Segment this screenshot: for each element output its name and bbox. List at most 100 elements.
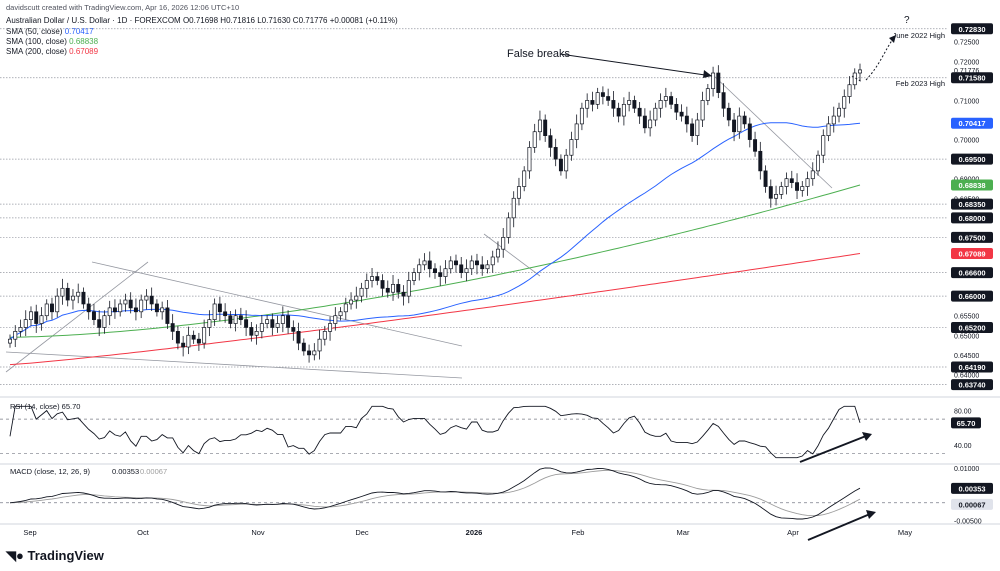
candle-body [779,186,784,195]
candle-body [412,272,416,281]
candle-body [422,260,427,266]
candle-body [653,107,658,121]
candle-body [202,327,207,344]
candle-body [574,123,579,140]
candle-body [149,295,154,305]
sma200-label: SMA (200, close) [6,47,67,56]
x-tick-label: Sep [23,528,36,537]
candle-body [228,315,233,324]
arrow-head [889,35,896,43]
macd-line [9,467,861,520]
candle-body [548,135,553,148]
candle-body [196,338,201,344]
price-badge [951,267,993,279]
candle-body [375,276,380,281]
sma100-legend[interactable]: SMA (100, close) 0.68838 [6,37,98,46]
candle-body [191,334,196,340]
candle-body [60,287,65,297]
candle-body [611,100,616,109]
annotation-june-2022-high: June 2022 High [892,31,945,40]
candle-body [154,303,159,313]
candle-body [118,303,123,313]
sma200-line [9,253,861,366]
candle-body [527,147,532,172]
candle-body [18,327,23,332]
candle-body [585,100,590,109]
candle-body [490,256,495,266]
x-tick-label: Dec [355,528,369,537]
candle-body [669,96,674,105]
candle-body [742,115,747,125]
candle-body [763,170,768,187]
y-tick-label: 0.72000 [954,59,979,66]
price-badge [951,361,993,373]
candle-body [564,154,569,172]
macd-badge-label: 0.00353 [958,484,985,493]
tv-logo-icon: ◥● [6,548,24,563]
candle-body [406,280,411,297]
price-badge [951,212,993,224]
price-badge-label: 0.69500 [958,155,985,164]
candle-body [579,107,584,125]
tradingview-logo[interactable]: ◥● TradingView [6,548,104,564]
sma100-label: SMA (100, close) [6,37,67,46]
candle-body [469,260,474,270]
candle-body [522,170,527,187]
price-badge [951,290,993,302]
candle-body [716,72,721,93]
y-tick-label: 0.64500 [954,353,979,360]
candle-body [595,92,600,105]
sma200-legend[interactable]: SMA (200, close) 0.67089 [6,47,98,56]
sma50-legend[interactable]: SMA (50, close) 0.70417 [6,27,94,36]
candle-body [29,311,33,320]
candle-body [144,295,149,301]
candle-body [380,280,385,289]
trendline [483,233,541,277]
sma50-value: 0.70417 [64,27,94,36]
candle-body [454,260,458,266]
candle-body [621,103,626,117]
candle-body [8,338,12,344]
candle-body [385,287,390,293]
candle-body [364,280,369,289]
candle-body [217,303,222,313]
candle-body [244,319,249,328]
candle-body [186,334,191,348]
rsi-badge-label: 65.70 [957,419,976,428]
candle-body [427,260,432,270]
candle-body [553,147,558,160]
candle-body [401,291,406,297]
candle-body [275,323,280,328]
price-badge [951,198,993,210]
candle-body [34,311,39,324]
candle-body [396,284,401,293]
y-tick-label: 0.65000 [954,333,979,340]
candle-body [632,100,637,109]
candle-body [847,84,852,97]
y-tick-label: 0.72500 [954,40,979,47]
candle-body [842,96,847,109]
candle-body [826,123,831,136]
candle-body [343,303,348,313]
x-tick-label: 2026 [466,528,483,537]
sma100-line [10,184,861,338]
candle-body [91,311,96,320]
projection-arrow [865,38,894,81]
candle-body [223,311,228,317]
candle-body [370,276,375,281]
candle-body [600,92,605,97]
price-badge [951,153,993,165]
candle-body [837,107,841,117]
candle-body [711,72,716,90]
price-badge-label: 0.66600 [958,269,985,278]
price-badge-label: 0.71580 [958,74,985,83]
price-badge-label: 0.70417 [958,119,985,128]
x-tick-label: May [898,528,912,537]
candle-body [464,268,469,274]
macd-trend-arrow [807,513,871,541]
y-tick-label: 0.64000 [954,372,979,379]
price-badge [951,72,993,84]
candle-body [753,139,758,152]
candle-body [81,291,86,305]
